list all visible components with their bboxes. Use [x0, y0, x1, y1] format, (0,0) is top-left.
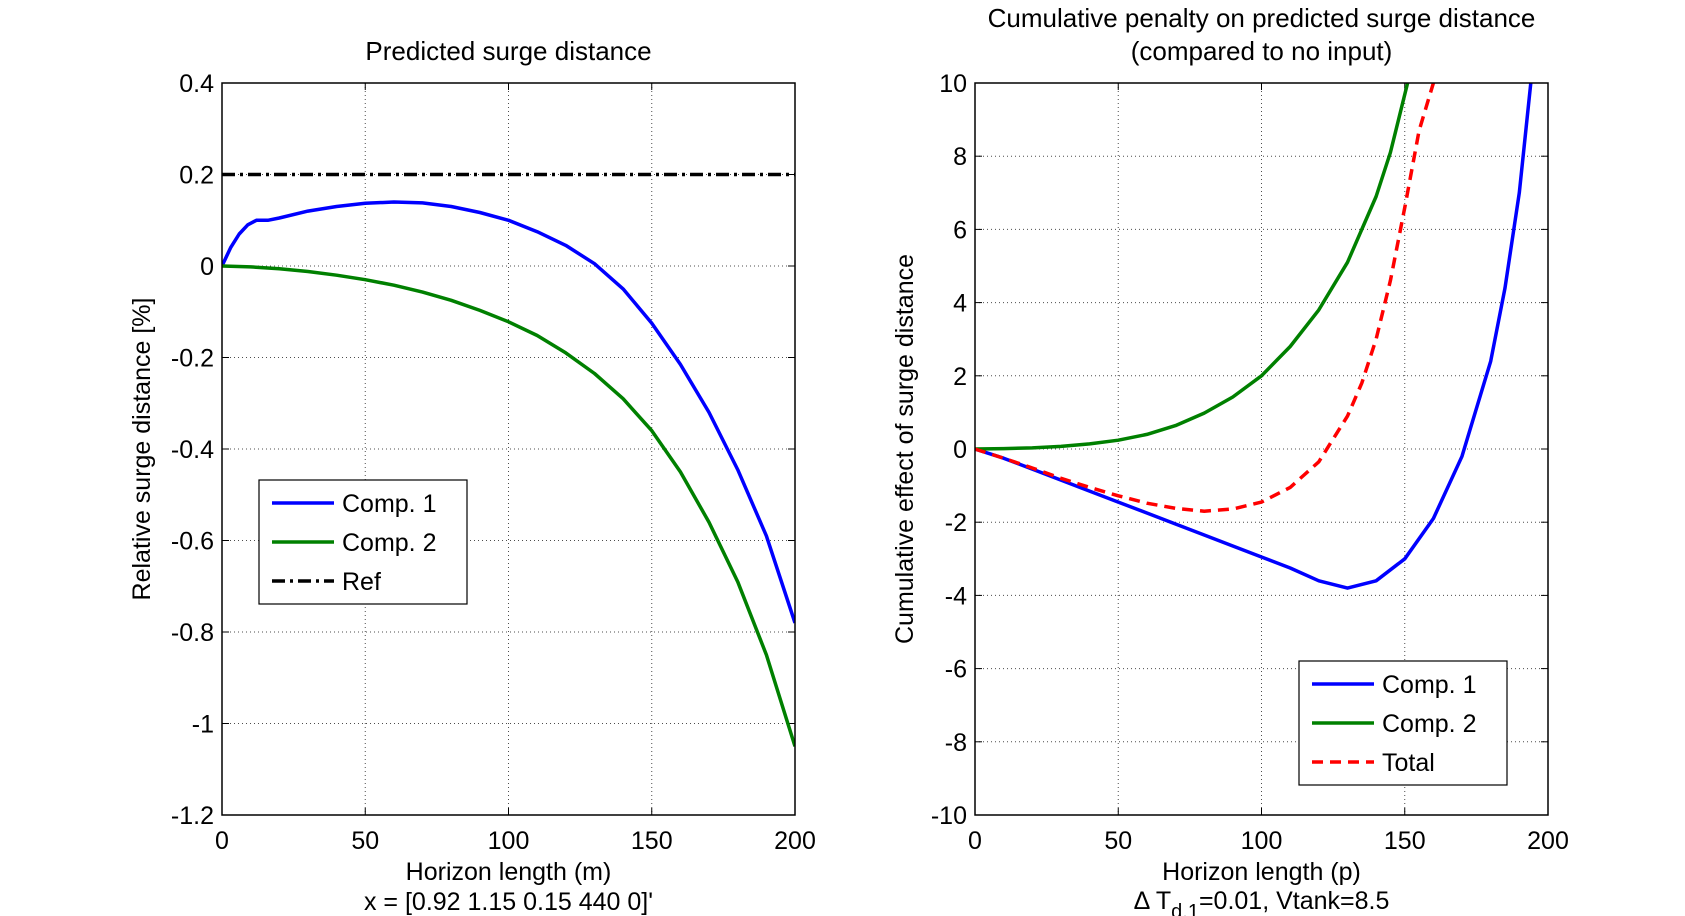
- x-tick-label: 200: [1527, 827, 1569, 855]
- y-tick-label: -0.4: [171, 436, 214, 464]
- y-tick-label: -1: [192, 711, 214, 739]
- series-line-total: [975, 83, 1436, 513]
- x-axis-note: Δ Td,1=0.01, Vtank=8.5: [1134, 887, 1390, 916]
- chart-title: Cumulative penalty on predicted surge di…: [988, 3, 1536, 33]
- legend: Comp. 1 Comp. 2 Total: [1298, 660, 1508, 786]
- right-chart: 0 50 100 150 200 10 8 6 4 2 0 -2 -4 -6 -8 -10 Cumulative…: [891, 3, 1569, 916]
- x-axis-label: Horizon length (p): [1162, 858, 1361, 886]
- x-tick-label: 100: [1241, 827, 1283, 855]
- y-tick-label: 0.4: [179, 70, 214, 98]
- y-tick-label: -0.8: [171, 619, 214, 647]
- legend-label: Ref: [342, 568, 381, 596]
- series-line-comp-1: [975, 83, 1533, 590]
- legend-label: Total: [1382, 749, 1435, 777]
- legend: Comp. 1 Comp. 2 Ref: [258, 479, 468, 605]
- x-tick-label: 50: [1104, 827, 1132, 855]
- series-line-comp-2: [975, 83, 1410, 451]
- x-axis-note-suffix: =0.01, Vtank=8.5: [1199, 887, 1389, 915]
- x-tick-label: 0: [968, 827, 982, 855]
- y-tick-label: -4: [945, 582, 967, 610]
- y-axis-label: Relative surge distance [%]: [128, 298, 156, 601]
- chart-subtitle: (compared to no input): [1131, 36, 1393, 66]
- x-tick-label: 200: [774, 827, 816, 855]
- y-tick-label: -0.6: [171, 528, 214, 556]
- y-axis-label: Cumulative effect of surge distance: [891, 254, 919, 644]
- y-tick-label: -8: [945, 729, 967, 757]
- y-tick-label: 4: [953, 290, 967, 318]
- legend-label: Comp. 2: [1382, 710, 1476, 738]
- x-tick-label: 100: [488, 827, 530, 855]
- legend-label: Comp. 1: [342, 490, 436, 518]
- y-tick-label: 6: [953, 216, 967, 244]
- chart-title: Predicted surge distance: [365, 36, 651, 66]
- x-axis-note-subscript: d,1: [1171, 901, 1199, 916]
- axes-frame: [221, 82, 796, 816]
- y-tick-label: -2: [945, 509, 967, 537]
- series-line-comp-2: [222, 264, 795, 747]
- x-tick-label: 150: [631, 827, 673, 855]
- y-tick-label: 10: [939, 70, 967, 98]
- y-tick-label: 0: [953, 436, 967, 464]
- y-tick-label: 0.2: [179, 162, 214, 190]
- x-tick-label: 150: [1384, 827, 1426, 855]
- x-tick-label: 50: [351, 827, 379, 855]
- y-tick-label: 8: [953, 143, 967, 171]
- y-tick-label: -0.2: [171, 345, 214, 373]
- y-tick-label: 2: [953, 363, 967, 391]
- x-axis-label: Horizon length (m): [406, 858, 612, 886]
- series-line-comp-1: [222, 200, 795, 624]
- axes-frame: [974, 82, 1549, 816]
- y-tick-label: 0: [200, 253, 214, 281]
- y-tick-label: -10: [931, 802, 967, 830]
- x-axis-note-prefix: Δ T: [1134, 887, 1172, 915]
- y-tick-label: -1.2: [171, 802, 214, 830]
- x-axis-note: x = [0.92 1.15 0.15 440 0]': [364, 888, 653, 916]
- legend-label: Comp. 1: [1382, 671, 1476, 699]
- plot-area: [222, 83, 795, 815]
- legend-label: Comp. 2: [342, 529, 436, 557]
- left-chart: 0 50 100 150 200 0.4 0.2 0 -0.2 -0.4 -0.6 -0.8 -1 -1.…: [128, 36, 816, 916]
- y-tick-label: -6: [945, 656, 967, 684]
- x-tick-label: 0: [215, 827, 229, 855]
